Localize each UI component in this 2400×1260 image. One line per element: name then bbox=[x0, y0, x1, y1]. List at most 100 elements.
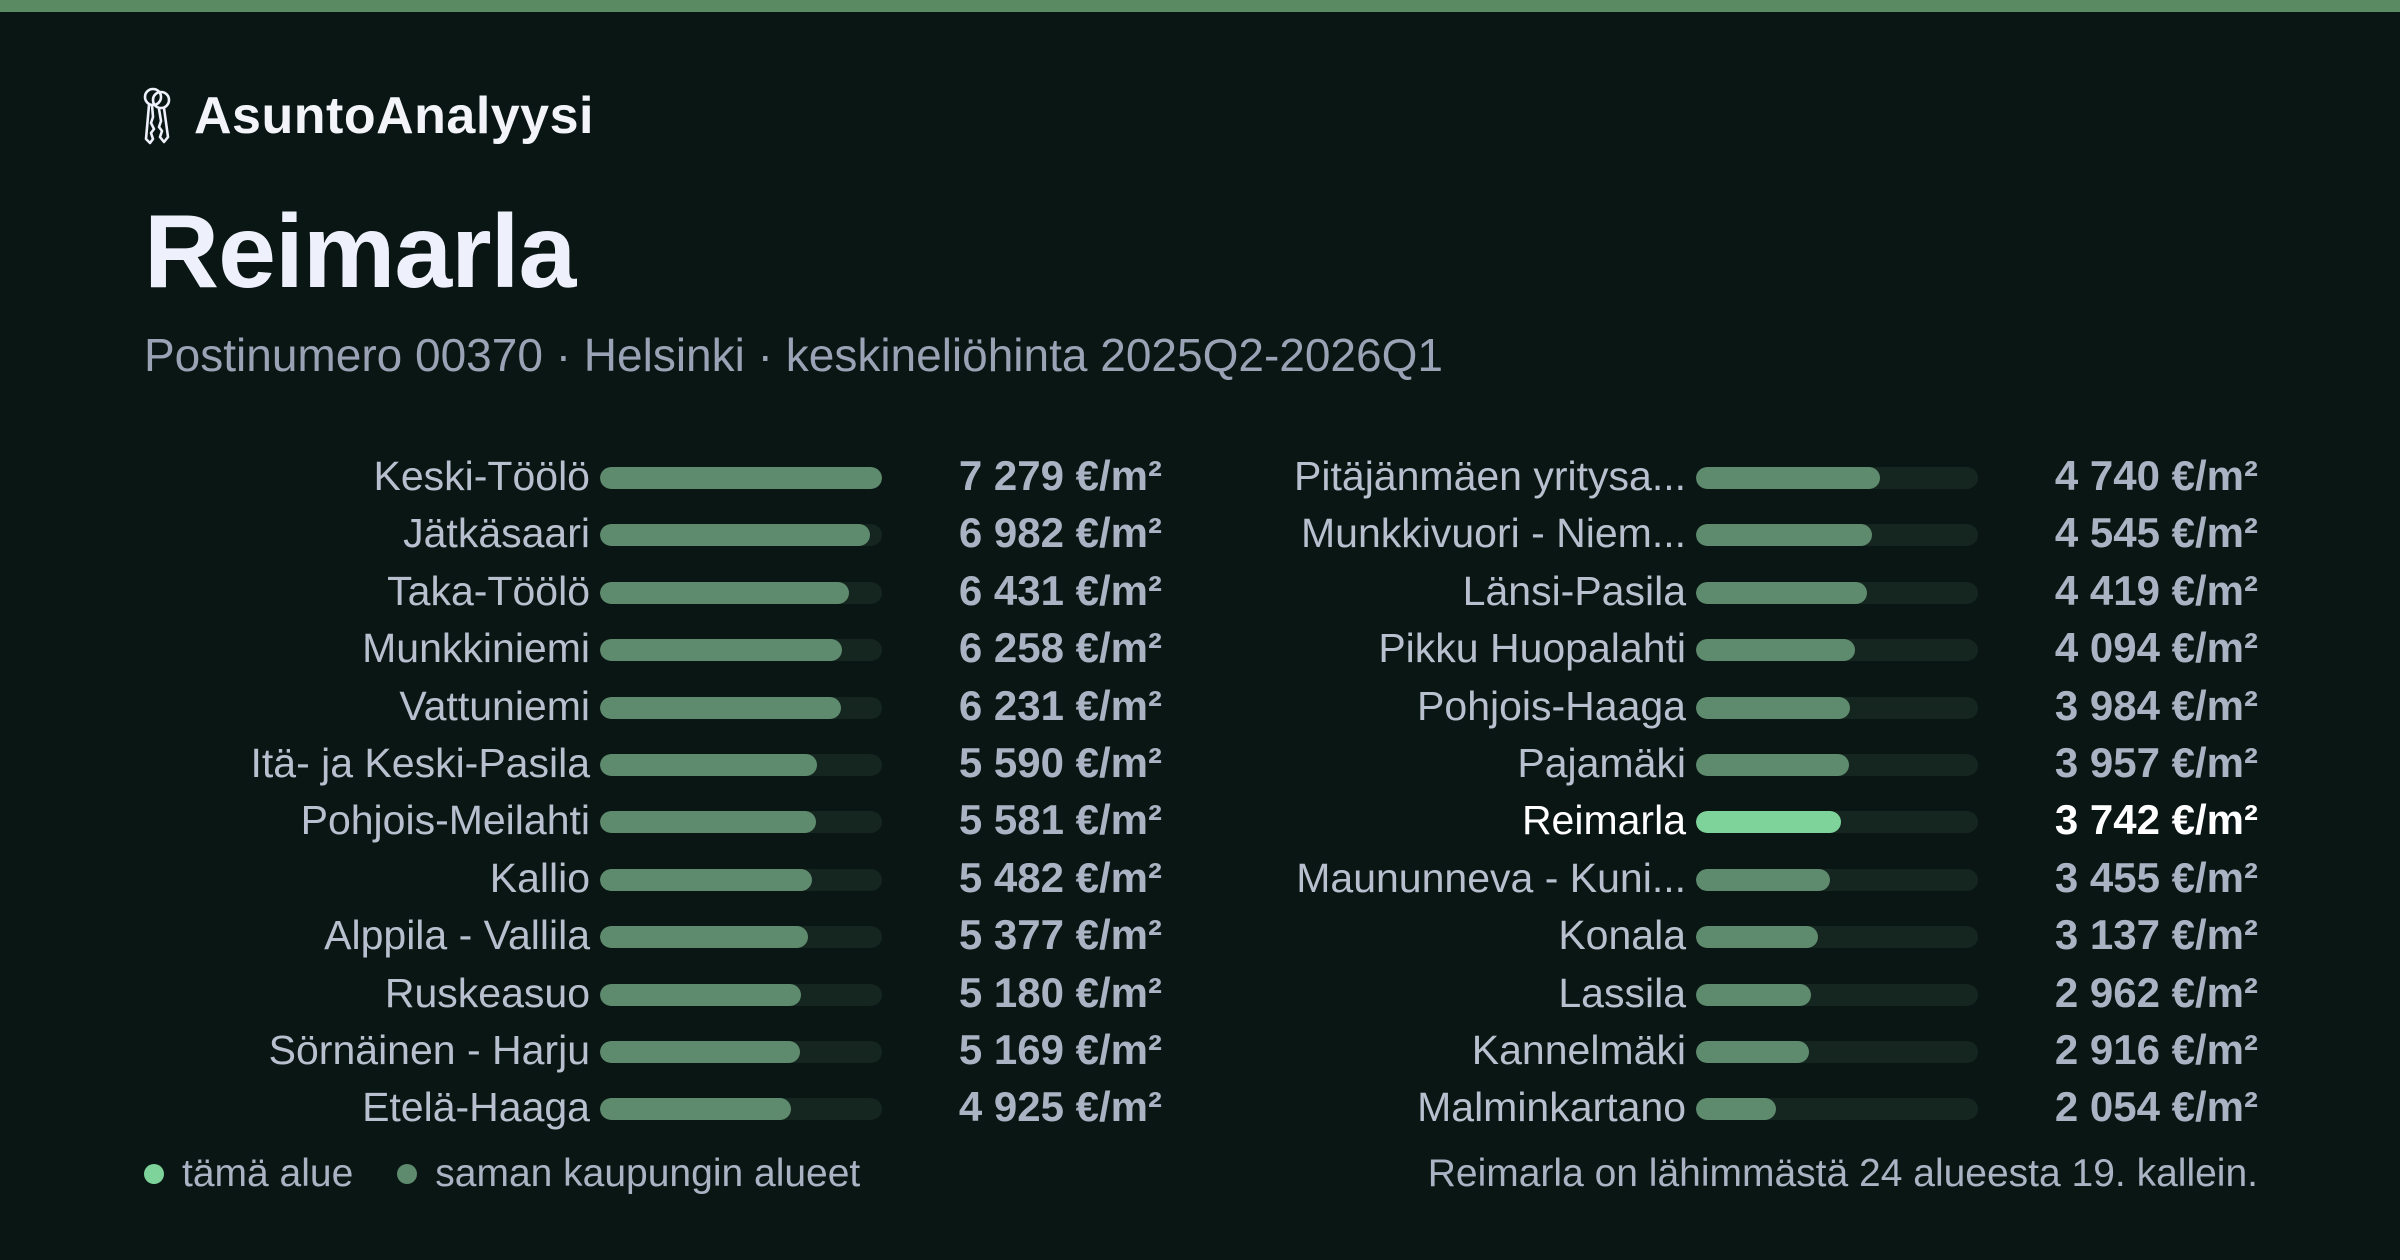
bar-label: Itä- ja Keski-Pasila bbox=[250, 739, 590, 786]
bar-label: Pohjois-Meilahti bbox=[300, 797, 590, 844]
bar-label: Sörnäinen - Harju bbox=[268, 1026, 590, 1073]
bar-track bbox=[1696, 753, 1978, 776]
brand: AsuntoAnalyysi bbox=[140, 86, 594, 146]
bar-label: Kallio bbox=[489, 854, 590, 901]
bar-value-label: 4 419 €/m² bbox=[2054, 566, 2258, 614]
bar-label: Malminkartano bbox=[1417, 1084, 1686, 1131]
bar bbox=[600, 1098, 791, 1121]
bar-label: Munkkivuori - Niem... bbox=[1300, 510, 1686, 557]
bar-row: Malminkartano 2 054 €/m² bbox=[1240, 1081, 2258, 1138]
bar-label: Maununneva - Kuni... bbox=[1296, 854, 1686, 901]
bar bbox=[1696, 983, 1811, 1006]
bar-value-label: 5 180 €/m² bbox=[958, 968, 1162, 1016]
bar bbox=[1696, 639, 1855, 662]
bar-row: Etelä-Haaga 4 925 €/m² bbox=[140, 1081, 1162, 1138]
bar-value-label: 3 137 €/m² bbox=[2054, 911, 2258, 959]
bar-value-label: 4 094 €/m² bbox=[2054, 624, 2258, 672]
bar-value-label: 6 431 €/m² bbox=[958, 566, 1162, 614]
bar-track bbox=[600, 811, 882, 834]
bar-track bbox=[1696, 467, 1978, 489]
bar bbox=[1696, 581, 1868, 604]
bar bbox=[600, 983, 801, 1006]
rank-footnote: Reimarla on lähimmästä 24 alueesta 19. k… bbox=[1427, 1152, 2258, 1195]
bar-row: Jätkäsaari 6 982 €/m² bbox=[140, 507, 1162, 564]
legend-item-same-city: saman kaupungin alueet bbox=[397, 1152, 860, 1196]
bar bbox=[1696, 868, 1830, 891]
top-accent-bar bbox=[0, 0, 2400, 12]
bar-row: Munkkivuori - Niem... 4 545 €/m² bbox=[1240, 507, 2258, 564]
bar-value-label: 6 258 €/m² bbox=[958, 624, 1162, 672]
bar bbox=[1696, 753, 1850, 776]
keys-icon bbox=[140, 87, 174, 145]
bar-label: Taka-Töölö bbox=[387, 567, 590, 614]
bar-label: Jätkäsaari bbox=[403, 510, 590, 557]
bar-value-label: 5 482 €/m² bbox=[958, 853, 1162, 901]
bar bbox=[1696, 467, 1880, 489]
bar-row: Sörnäinen - Harju 5 169 €/m² bbox=[140, 1024, 1162, 1081]
bar-label: Lassila bbox=[1558, 969, 1686, 1016]
bar-track bbox=[1696, 1040, 1978, 1063]
bar-value-label: 4 740 €/m² bbox=[2054, 452, 2258, 499]
bar-track bbox=[1696, 1098, 1978, 1121]
bar-row: Lassila 2 962 €/m² bbox=[1240, 967, 2258, 1024]
bar-row: Pajamäki 3 957 €/m² bbox=[1240, 737, 2258, 794]
bar-row: Maununneva - Kuni... 3 455 €/m² bbox=[1240, 852, 2258, 909]
bar-track bbox=[600, 753, 882, 776]
ranking-column-left: Keski-Töölö 7 279 €/m² Jätkäsaari 6 982 €/m… bbox=[140, 450, 1162, 1139]
legend: tämä alue saman kaupungin alueet bbox=[144, 1152, 904, 1196]
legend-dot-same-city bbox=[397, 1164, 418, 1184]
bar-track bbox=[600, 467, 882, 489]
bar-row: Kannelmäki 2 916 €/m² bbox=[1240, 1024, 2258, 1081]
bar-label: Länsi-Pasila bbox=[1462, 567, 1686, 614]
bar-value-label: 4 545 €/m² bbox=[2054, 509, 2258, 557]
bar bbox=[1696, 696, 1851, 719]
bar-label: Pohjois-Haaga bbox=[1417, 682, 1686, 729]
legend-item-this-area: tämä alue bbox=[144, 1152, 353, 1196]
bar-value-label: 2 054 €/m² bbox=[2054, 1083, 2258, 1131]
bar-label: Kannelmäki bbox=[1471, 1026, 1686, 1073]
bar-row: Munkkiniemi 6 258 €/m² bbox=[140, 622, 1162, 679]
bar-value-label: 5 590 €/m² bbox=[958, 738, 1162, 786]
bar-row: Pikku Huopalahti 4 094 €/m² bbox=[1240, 622, 2258, 679]
bar-value-label: 4 925 €/m² bbox=[958, 1083, 1162, 1131]
bar-value-label: 3 984 €/m² bbox=[2054, 681, 2258, 729]
bar-label: Konala bbox=[1558, 912, 1686, 959]
bar-label: Alppila - Vallila bbox=[324, 912, 590, 959]
bar-row: Vattuniemi 6 231 €/m² bbox=[140, 680, 1162, 737]
bar-row: Kallio 5 482 €/m² bbox=[140, 852, 1162, 909]
bar-track bbox=[600, 696, 882, 719]
legend-label-this-area: tämä alue bbox=[182, 1152, 354, 1195]
bar-value-label: 3 957 €/m² bbox=[2054, 738, 2258, 786]
bar-track bbox=[1696, 811, 1978, 834]
bar bbox=[600, 639, 843, 662]
bar-value-label: 6 231 €/m² bbox=[958, 681, 1162, 729]
ranking-column-right: Pitäjänmäen yritysa... 4 740 €/m² Munkkivu… bbox=[1240, 450, 2258, 1139]
bar-track bbox=[600, 1040, 882, 1063]
bar-track bbox=[1696, 696, 1978, 719]
bar-row: Keski-Töölö 7 279 €/m² bbox=[140, 450, 1162, 507]
bar-value-label: 3 742 €/m² bbox=[2054, 796, 2258, 844]
bar-row: Itä- ja Keski-Pasila 5 590 €/m² bbox=[140, 737, 1162, 794]
bar-row: Taka-Töölö 6 431 €/m² bbox=[140, 565, 1162, 622]
bar bbox=[600, 1040, 801, 1063]
bar bbox=[1696, 524, 1873, 547]
bar-value-label: 7 279 €/m² bbox=[958, 452, 1162, 499]
bar-row: Länsi-Pasila 4 419 €/m² bbox=[1240, 565, 2258, 622]
bar-label: Etelä-Haaga bbox=[362, 1084, 590, 1131]
bar-label: Ruskeasuo bbox=[384, 969, 590, 1016]
legend-label-same-city: saman kaupungin alueet bbox=[435, 1152, 861, 1195]
bar-label: Pitäjänmäen yritysa... bbox=[1294, 453, 1686, 499]
bar-value-label: 6 982 €/m² bbox=[958, 509, 1162, 557]
bar-row: Pohjois-Haaga 3 984 €/m² bbox=[1240, 680, 2258, 737]
bar bbox=[600, 811, 817, 834]
bar-row: Pitäjänmäen yritysa... 4 740 €/m² bbox=[1240, 450, 2258, 507]
bar-track bbox=[1696, 868, 1978, 891]
bar-row: Alppila - Vallila 5 377 €/m² bbox=[140, 909, 1162, 966]
bar-label: Reimarla bbox=[1521, 797, 1686, 844]
bar-track bbox=[600, 868, 882, 891]
bar bbox=[600, 524, 871, 547]
bar-row: Konala 3 137 €/m² bbox=[1240, 909, 2258, 966]
bar-value-label: 3 455 €/m² bbox=[2054, 853, 2258, 901]
bar bbox=[600, 581, 850, 604]
bar-label: Pajamäki bbox=[1517, 739, 1686, 786]
